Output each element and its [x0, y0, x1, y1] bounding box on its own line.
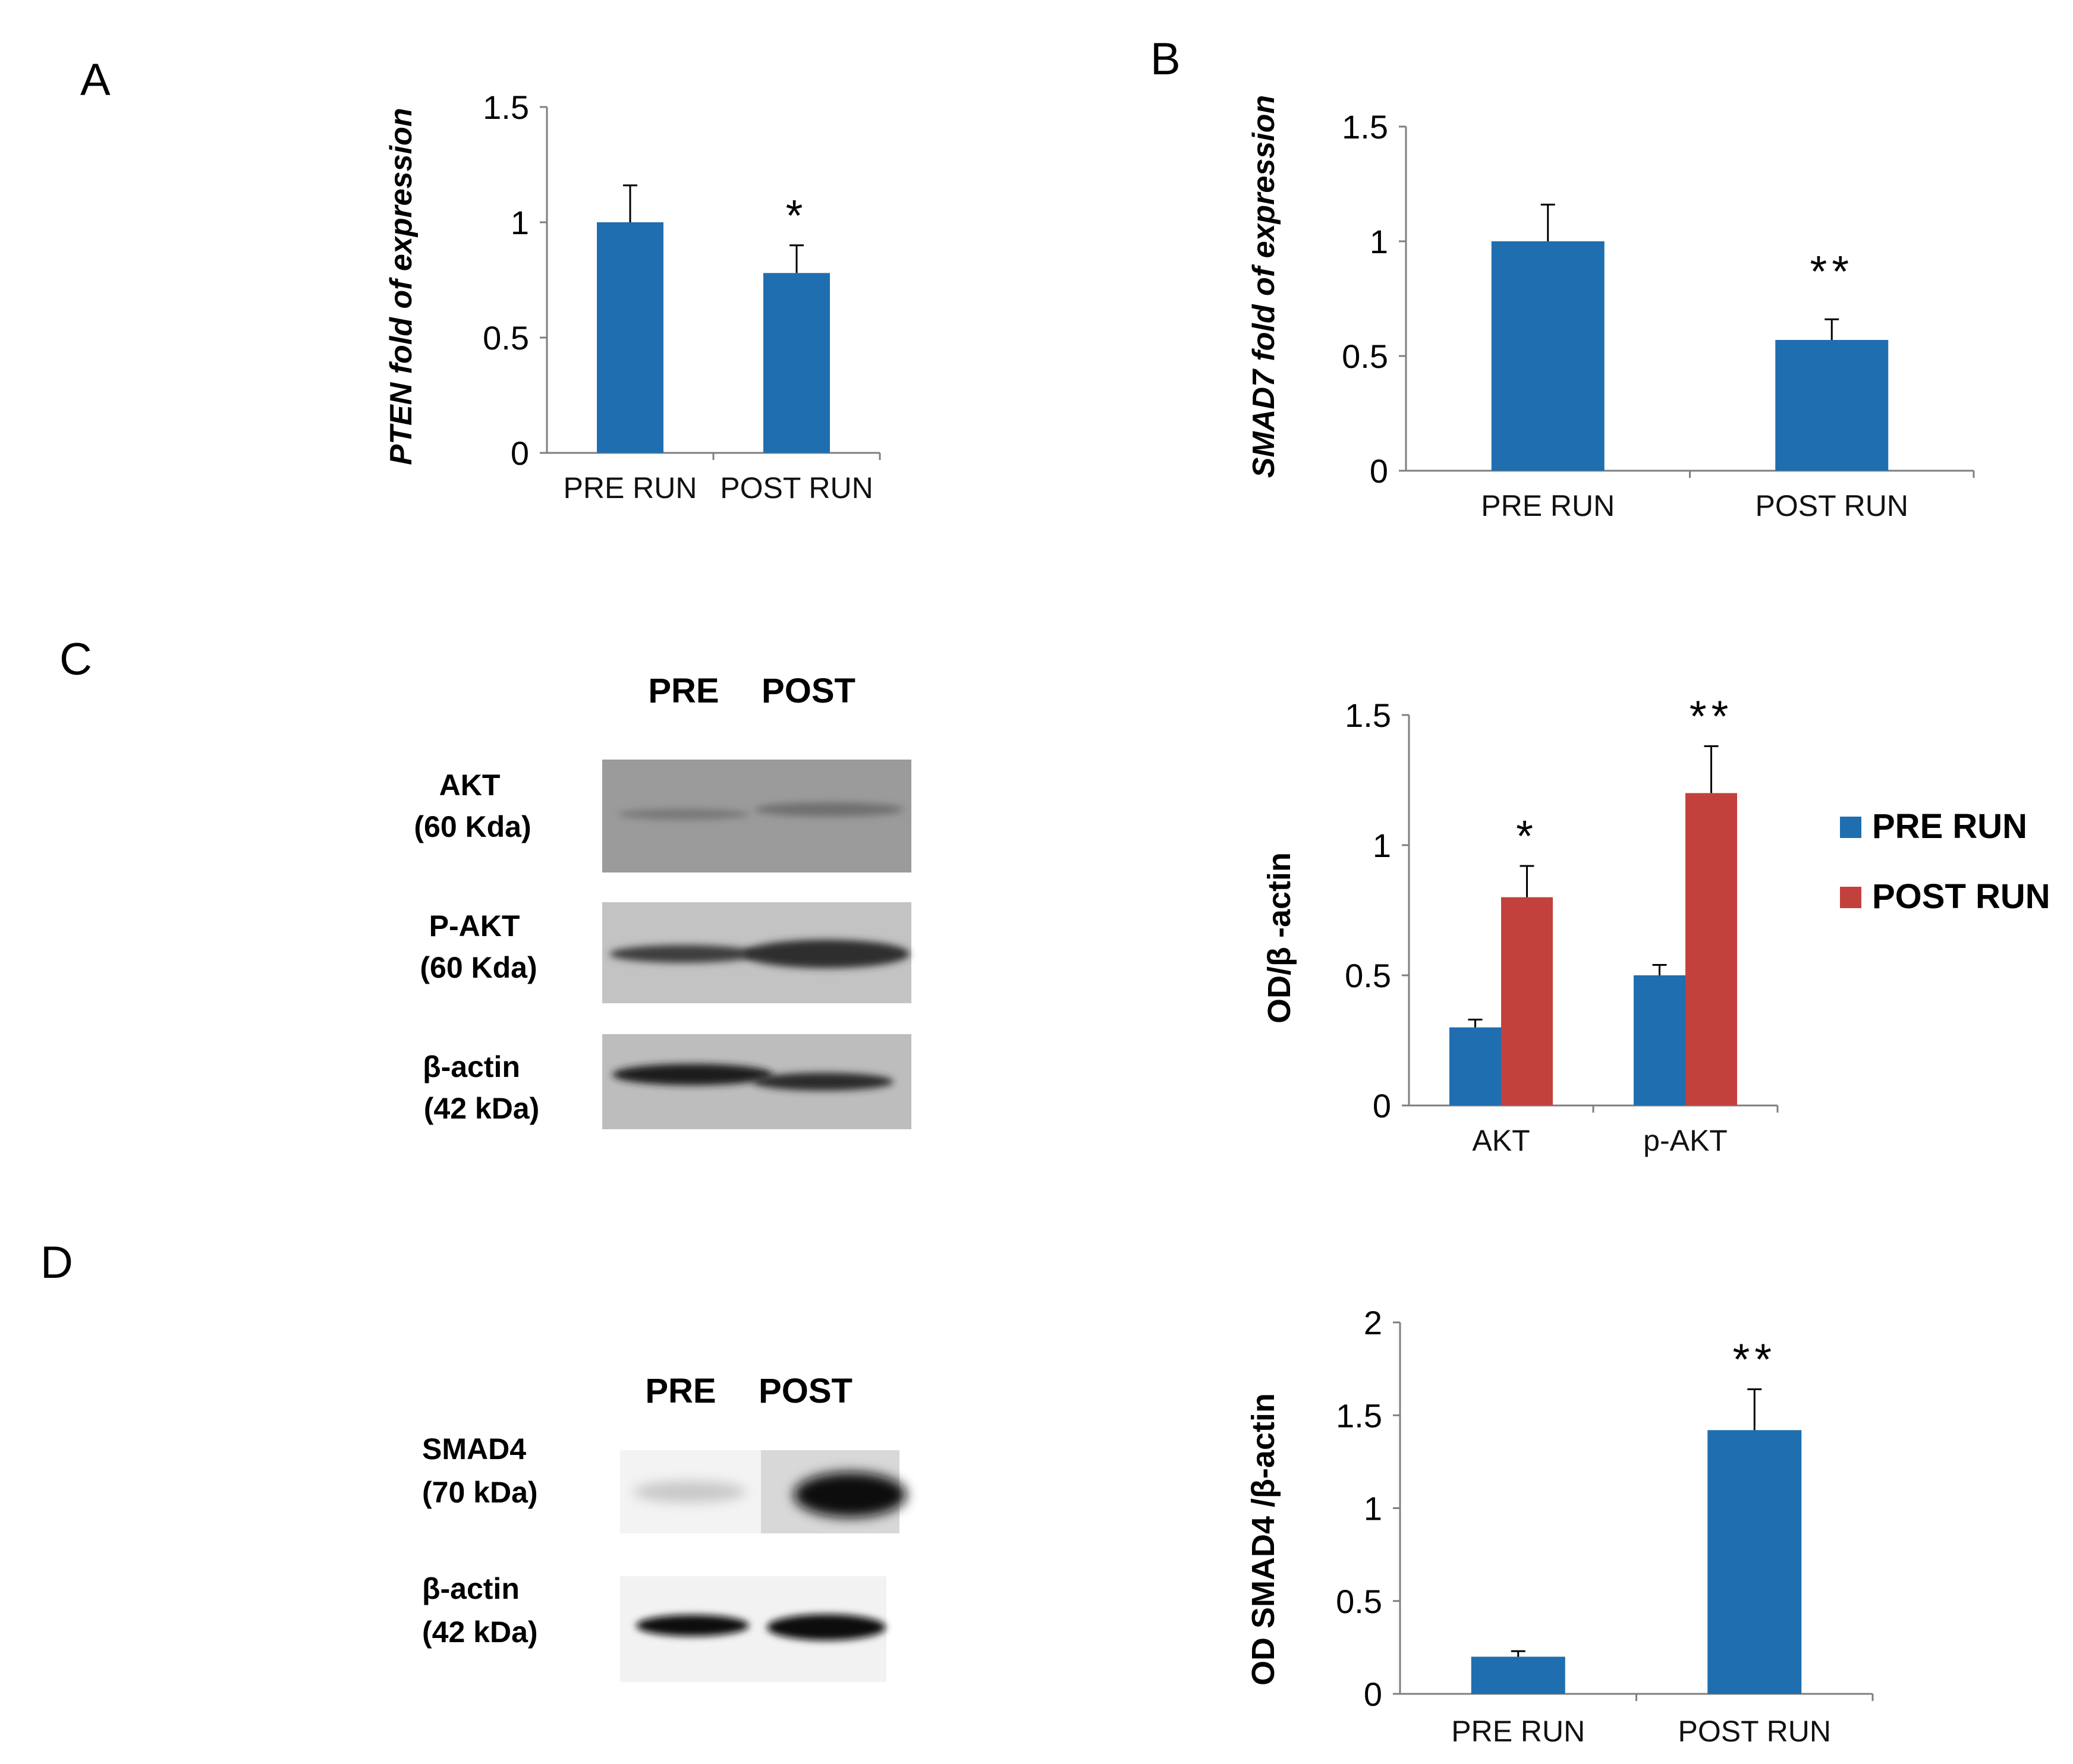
blot-d-row-actin-size: (42 kDa)	[422, 1615, 538, 1649]
significance-marker: *	[1516, 811, 1538, 861]
significance-marker: **	[1810, 247, 1854, 296]
x-category-label: p-AKT	[1643, 1124, 1728, 1157]
bar	[1491, 241, 1605, 471]
blot-c-pakt-strip	[602, 902, 911, 1003]
blot-d-row-smad4-size: (70 kDa)	[422, 1476, 538, 1509]
blot-c-row-akt-name: AKT	[439, 768, 501, 802]
y-tick-label: 1	[1370, 223, 1388, 260]
bar	[1449, 1027, 1501, 1105]
bar	[1634, 975, 1685, 1105]
y-tick-label: 0.5	[1336, 1583, 1382, 1620]
x-category-label: PRE RUN	[1481, 489, 1615, 522]
blot-c-lane-post: POST	[762, 672, 855, 710]
chart-b-smad7: 0 0.5 1 1.5 SMAD7 fold of expression PRE RUN P…	[1247, 95, 1975, 522]
blot-d-row-smad4-name: SMAD4	[422, 1432, 526, 1466]
significance-marker: *	[786, 191, 808, 240]
chart-d-smad4: 0 0.5 1 1.5 2 OD SMAD4 /β-actin PRE RUN POST RU…	[1245, 1304, 1874, 1748]
legend-label: POST RUN	[1872, 877, 2050, 916]
blot-d-smad4-strip	[620, 1450, 907, 1533]
y-tick-label: 0	[1364, 1675, 1382, 1713]
legend-swatch	[1840, 817, 1861, 838]
y-axis-label: OD/β -actin	[1262, 852, 1297, 1023]
blot-c-row-akt-size: (60 Kda)	[414, 810, 531, 843]
x-category-label: PRE RUN	[1451, 1715, 1585, 1748]
bar	[1685, 793, 1737, 1105]
blot-d-lane-pre: PRE	[645, 1372, 716, 1410]
y-tick-label: 1.5	[1336, 1397, 1382, 1434]
significance-marker: **	[1690, 692, 1734, 741]
blot-c-row-actin-name: β-actin	[423, 1050, 520, 1083]
chart-a-pten: 0 0.5 1 1.5 PTEN fold of expression PRE RUN PO…	[384, 89, 881, 505]
y-tick-label: 2	[1364, 1304, 1382, 1341]
y-tick-label: 0.5	[483, 319, 529, 357]
x-category-label: POST RUN	[1678, 1715, 1831, 1748]
y-axis-label: OD SMAD4 /β-actin	[1245, 1393, 1281, 1686]
y-axis-label: SMAD7 fold of expression	[1247, 95, 1281, 478]
legend-label: PRE RUN	[1872, 807, 2027, 846]
panel-letter-d: D	[40, 1237, 73, 1288]
blot-c-row-pakt-name: P-AKT	[429, 909, 520, 943]
x-category-label: AKT	[1472, 1124, 1530, 1157]
y-tick-label: 0	[1373, 1087, 1391, 1124]
x-category-label: PRE RUN	[563, 471, 697, 505]
x-category-label: POST RUN	[1756, 489, 1908, 522]
y-tick-label: 0.5	[1342, 338, 1388, 375]
x-category-label: POST RUN	[720, 471, 873, 505]
y-tick-label: 0	[511, 434, 529, 472]
y-tick-label: 1	[1364, 1490, 1382, 1527]
bar	[1707, 1430, 1802, 1694]
blot-c-lane-pre: PRE	[648, 672, 719, 710]
panel-letter-c: C	[59, 634, 92, 685]
blot-c-row-actin-size: (42 kDa)	[424, 1092, 540, 1125]
bar	[1775, 339, 1889, 471]
bar	[763, 273, 830, 453]
western-blot-d: PRE POST SMAD4 (70 kDa) β-actin (42 kDa)	[422, 1372, 907, 1682]
blot-c-actin-strip	[602, 1034, 911, 1129]
blot-d-row-actin-name: β-actin	[422, 1572, 520, 1605]
y-tick-label: 1.5	[483, 89, 529, 126]
legend-swatch	[1840, 887, 1861, 908]
blot-c-akt-strip	[602, 760, 911, 872]
y-tick-label: 1	[511, 204, 529, 241]
blot-d-actin-strip	[620, 1576, 886, 1682]
blot-c-row-pakt-size: (60 Kda)	[420, 951, 537, 984]
significance-marker: **	[1732, 1335, 1776, 1384]
y-axis-label: PTEN fold of expression	[384, 108, 419, 465]
y-tick-label: 1	[1373, 827, 1391, 864]
y-tick-label: 0	[1370, 452, 1388, 490]
western-blot-c: PRE POST AKT (60 Kda) P-AKT (60 Kda) β-a…	[414, 672, 911, 1129]
chart-c-akt: 0 0.5 1 1.5 OD/β -actin AKT * p-AKT ** PRE RUN POS…	[1262, 692, 2050, 1157]
bar	[597, 222, 663, 453]
blot-d-lane-post: POST	[759, 1372, 853, 1410]
y-tick-label: 1.5	[1345, 697, 1391, 734]
panel-letter-b: B	[1150, 34, 1181, 84]
panel-letter-a: A	[80, 55, 111, 105]
bar	[1471, 1656, 1565, 1694]
bar	[1501, 897, 1553, 1105]
y-tick-label: 0.5	[1345, 957, 1391, 994]
y-tick-label: 1.5	[1342, 108, 1388, 146]
